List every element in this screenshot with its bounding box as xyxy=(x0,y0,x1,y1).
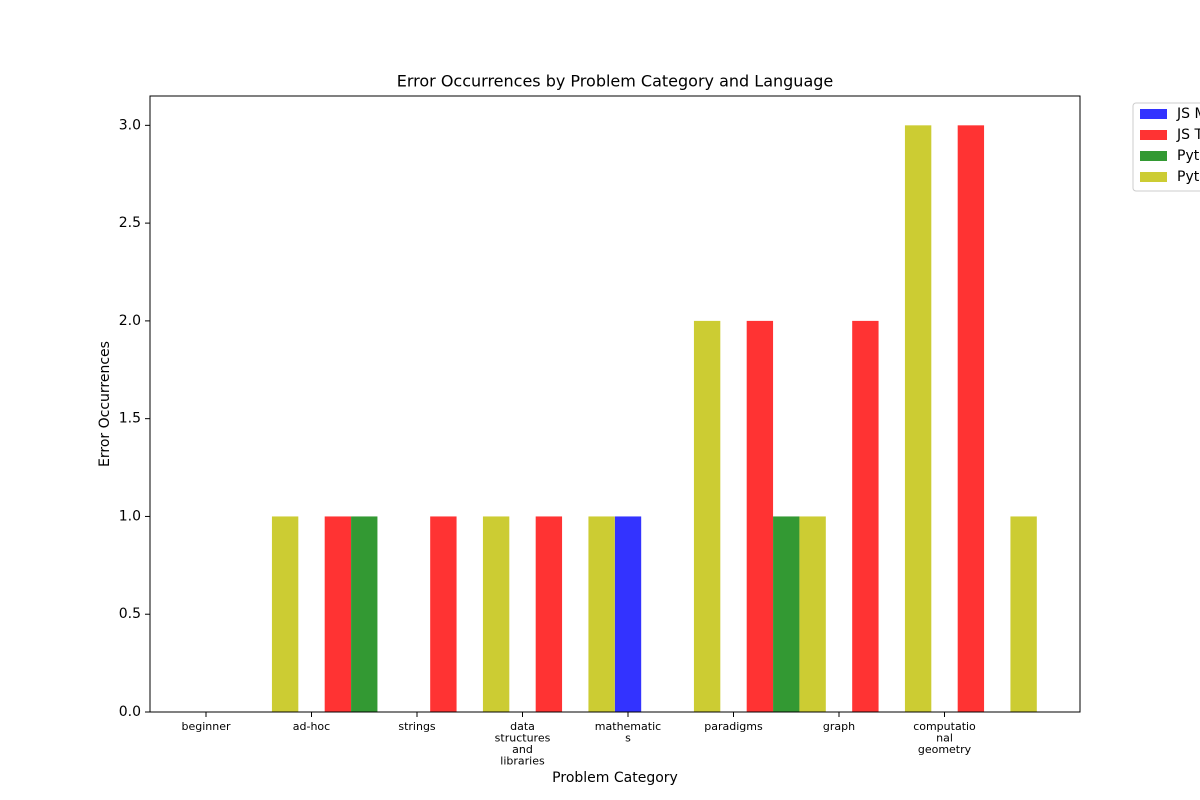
bar xyxy=(351,516,378,712)
bar xyxy=(746,320,774,712)
x-tick-label: graph xyxy=(823,720,855,733)
y-tick-label: 0.0 xyxy=(119,704,141,720)
x-tick-label: computatio nal geometry xyxy=(913,720,976,756)
chart-title: Error Occurrences by Problem Category an… xyxy=(397,72,834,91)
x-tick-label: beginner xyxy=(181,720,230,733)
legend-label: JS T xyxy=(1176,127,1200,143)
bar xyxy=(324,516,352,712)
legend-swatch xyxy=(1140,172,1167,182)
bar xyxy=(271,516,299,712)
x-tick-label: ad-hoc xyxy=(293,720,330,733)
bar xyxy=(535,516,563,712)
y-tick-label: 0.5 xyxy=(119,606,141,622)
legend-swatch xyxy=(1140,130,1167,140)
bar xyxy=(1010,516,1037,712)
bar xyxy=(904,125,932,713)
x-tick-label: paradigms xyxy=(704,720,763,733)
legend-label: Pyt xyxy=(1177,169,1200,185)
bar xyxy=(430,516,457,712)
bar xyxy=(852,320,879,712)
bar xyxy=(482,516,510,712)
legend-box xyxy=(1132,102,1200,192)
bar xyxy=(588,516,615,712)
x-axis-label: Problem Category xyxy=(552,770,678,786)
legend-label: Pyt xyxy=(1177,148,1200,164)
y-axis-label: Error Occurrences xyxy=(97,341,113,467)
y-tick-label: 2.5 xyxy=(119,215,141,231)
legend-swatch xyxy=(1140,151,1167,161)
plot-frame xyxy=(149,95,1081,713)
x-tick-label: mathematic s xyxy=(595,720,661,745)
x-tick-label: strings xyxy=(398,720,436,733)
y-tick-label: 2.0 xyxy=(119,313,141,329)
bar xyxy=(799,516,826,712)
y-tick-label: 1.5 xyxy=(119,411,141,427)
legend-label: JS M xyxy=(1176,106,1200,122)
bar xyxy=(773,516,800,712)
bar xyxy=(693,320,721,712)
legend-swatch xyxy=(1140,109,1167,119)
y-tick-label: 1.0 xyxy=(119,508,141,524)
y-tick-label: 3.0 xyxy=(119,117,141,133)
bar xyxy=(957,125,985,713)
x-tick-label: data structures and libraries xyxy=(495,720,551,768)
bar xyxy=(614,516,642,712)
